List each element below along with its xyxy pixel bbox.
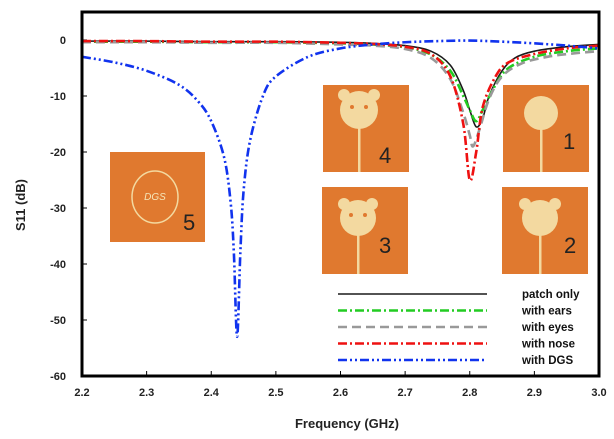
inset-4-right-eye [364,105,368,109]
inset-3-left-eye [349,213,353,217]
y-tick-labels: 0 -10 -20 -30 -40 -50 -60 [50,35,87,383]
inset-4-face [340,91,378,129]
legend-label: patch only [522,289,580,301]
inset-4-feedline [358,128,361,172]
x-tick-label: 2.5 [268,387,283,399]
inset-3-face [340,200,376,236]
inset-2: 2 [502,187,588,274]
x-tick-label: 2.9 [527,387,542,399]
inset-3-number: 3 [379,233,391,258]
legend-label: with ears [521,306,572,318]
inset-3: 3 [322,187,408,274]
inset-3-right-ear [366,198,378,210]
y-tick-label: -10 [50,91,66,103]
legend-label: with eyes [521,322,574,334]
inset-2-right-ear [549,198,561,210]
x-tick-label: 3.0 [591,387,606,399]
inset-5-dgs-ring [131,170,179,224]
inset-1: 1 [503,85,589,172]
y-tick-label: -50 [50,315,66,327]
series-line-with-eyes [82,40,599,148]
inset-5-number: 5 [183,210,195,235]
series-line-with-dgs [82,39,599,339]
inset-3-right-eye [363,213,367,217]
inset-5-background [110,152,205,242]
inset-1-feedline [540,129,543,172]
x-tick-label: 2.3 [139,387,154,399]
y-tick-label: -40 [50,259,66,271]
x-tick-label: 2.4 [204,387,220,399]
inset-4-number: 4 [379,143,391,168]
x-tick-label: 2.6 [333,387,348,399]
x-tick-label: 2.8 [462,387,477,399]
legend: patch only with ears with eyes with nose wit… [338,289,580,367]
y-tick-label: 0 [60,35,66,47]
inset-4-left-eye [350,105,354,109]
x-tick-labels: 2.2 2.3 2.4 2.5 2.6 2.7 2.8 2.9 3.0 [74,371,607,399]
inset-4-right-ear [368,89,380,101]
inset-4-left-ear [338,89,350,101]
inset-3-feedline [357,235,360,274]
inset-5-dgs-label: DGS [144,192,166,203]
series-layer [82,39,599,339]
series-line-with-nose [82,39,599,182]
inset-1-number: 1 [563,129,575,154]
inset-1-patch [524,96,558,130]
inset-2-feedline [539,235,542,274]
inset-4: 4 [323,85,409,172]
plot-frame [80,10,601,378]
inset-2-face [522,200,558,236]
inset-5: DGS 5 [110,152,205,242]
x-axis-label: Frequency (GHz) [295,416,399,431]
inset-3-left-ear [338,198,350,210]
y-axis-label: S11 (dB) [13,179,28,231]
legend-label: with nose [521,339,575,351]
inset-2-number: 2 [564,233,576,258]
y-tick-label: -30 [50,203,66,215]
y-tick-label: -20 [50,147,66,159]
legend-label: with DGS [521,355,573,367]
x-tick-label: 2.7 [397,387,412,399]
inset-2-left-ear [519,198,531,210]
x-tick-label: 2.2 [74,387,89,399]
y-tick-label: -60 [50,371,66,383]
antenna-insets: 4 1 DGS 5 3 [110,85,589,274]
